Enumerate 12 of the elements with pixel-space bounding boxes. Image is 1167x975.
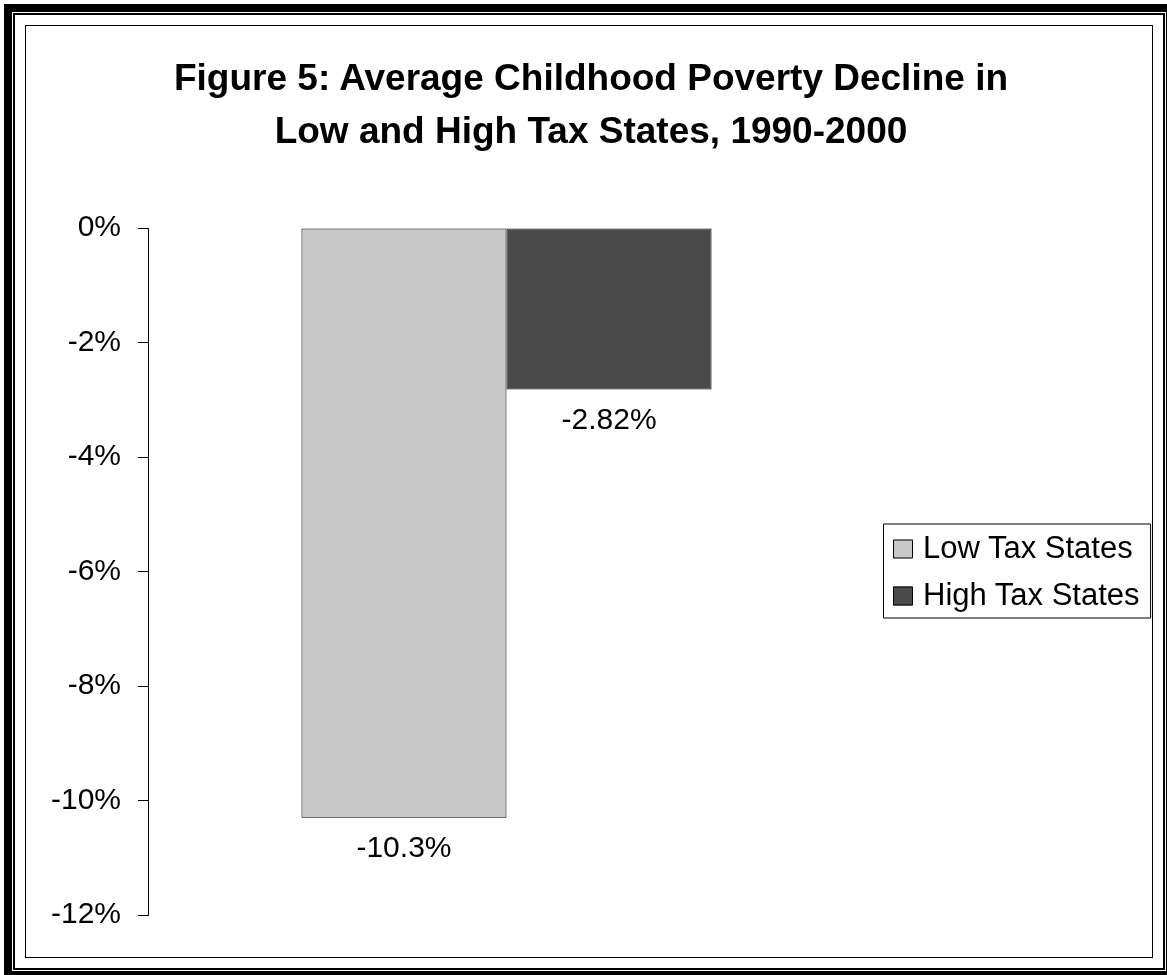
y-tick-label: -2% (67, 323, 121, 357)
y-tick-label: -4% (67, 438, 121, 472)
y-tick-label: -8% (67, 667, 121, 701)
chart-title: Figure 5: Average Childhood Poverty Decline in Low and High Tax States, 1990-2000 (173, 57, 1009, 152)
data-label: -2.82% (561, 401, 657, 435)
y-tick-label: -6% (67, 552, 121, 586)
legend-label: Low Tax States (923, 530, 1133, 566)
y-tick-label: -12% (50, 896, 121, 930)
y-tick-label: 0% (77, 209, 121, 243)
y-tick-label: -10% (50, 781, 121, 815)
data-label: -10.3% (356, 829, 452, 863)
legend-label: High Tax States (923, 577, 1140, 613)
